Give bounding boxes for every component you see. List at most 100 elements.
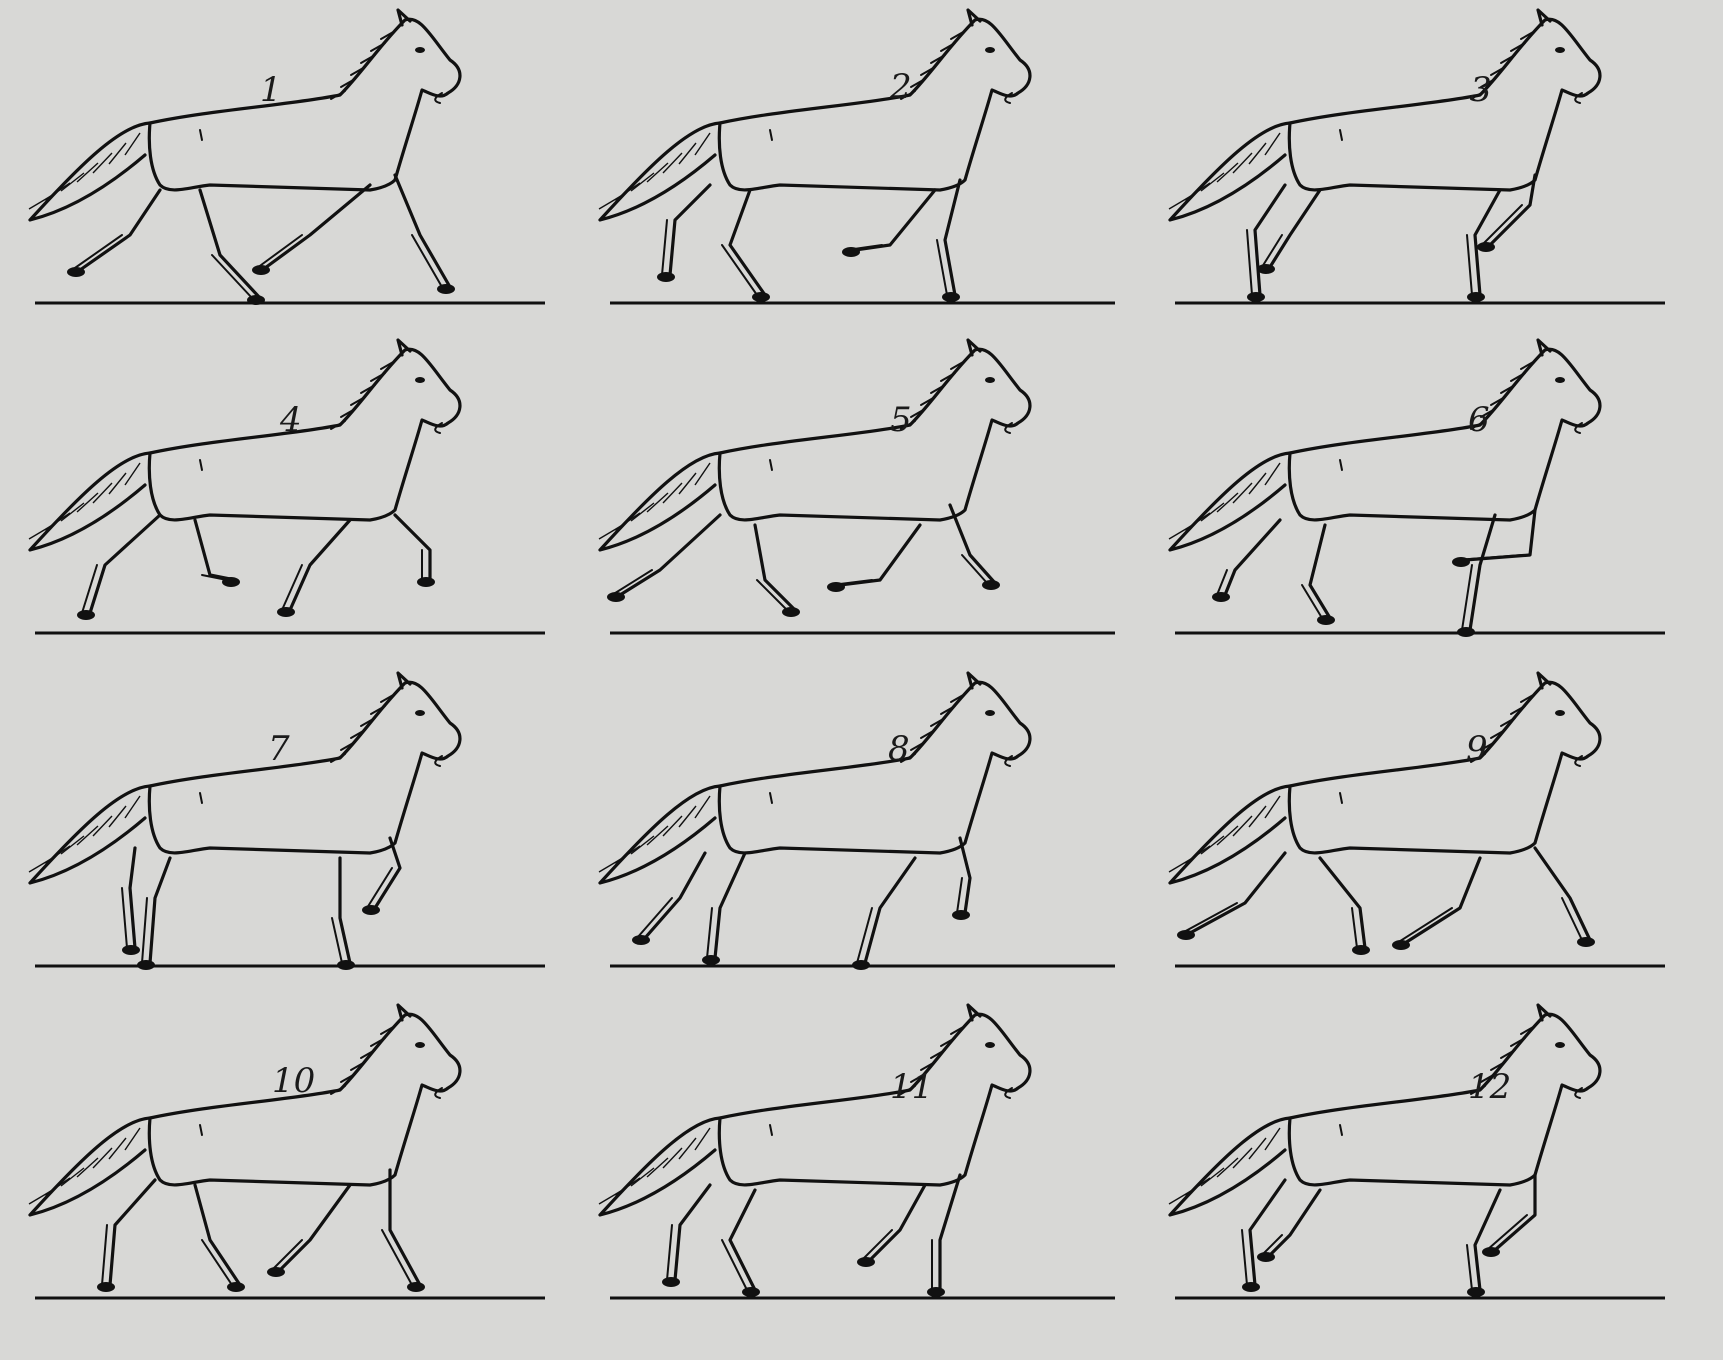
hind-leg (1268, 188, 1322, 269)
leg-back-contour (1246, 229, 1253, 296)
hind-leg (108, 1178, 157, 1287)
hoof (1457, 627, 1475, 637)
horse-mouth (1004, 92, 1013, 104)
figure-5: 5 (580, 335, 1140, 665)
leg-back-contour (381, 1229, 413, 1286)
hoof (1247, 292, 1265, 302)
horse-body (717, 17, 1032, 192)
hip-mark (1339, 129, 1343, 141)
figure-2: 2 (580, 5, 1140, 335)
fore-leg (373, 836, 402, 910)
fore-leg (863, 856, 917, 965)
hip-mark (199, 792, 203, 804)
fore-leg (388, 1168, 422, 1287)
hind-leg (668, 183, 712, 277)
hoof (927, 1287, 945, 1297)
hoof (1467, 1287, 1485, 1297)
leg-back-contour (256, 234, 303, 269)
fore-leg (263, 183, 372, 270)
leg-back-contour (201, 1239, 233, 1286)
fore-leg (853, 188, 937, 252)
leg-back-contour (1461, 564, 1473, 631)
figure-number: 10 (272, 1061, 316, 1101)
fore-leg (838, 523, 922, 587)
leg-back-contour (201, 574, 228, 581)
horse-body (1287, 347, 1602, 522)
horse-mouth (1574, 92, 1583, 104)
fore-leg (1473, 1188, 1502, 1292)
horse-tail (1168, 121, 1292, 222)
horse-drawing-8 (598, 671, 1115, 970)
horse-eye (1555, 1042, 1565, 1048)
fore-leg (278, 1183, 352, 1272)
horse-mane (900, 360, 966, 430)
leg-back-contour (281, 564, 303, 611)
hoof (122, 945, 140, 955)
horse-mane (1470, 1025, 1536, 1095)
leg-back-contour (1396, 907, 1453, 944)
fore-leg (1403, 856, 1482, 945)
figure-number: 7 (268, 729, 290, 769)
leg-back-contour (961, 554, 988, 584)
horse-mane (330, 693, 396, 763)
leg-back-contour (666, 1224, 673, 1281)
hoof (77, 610, 95, 620)
hind-leg (618, 513, 722, 597)
horse-eye (1555, 710, 1565, 716)
hind-leg (128, 846, 137, 950)
horse-ear (396, 8, 412, 27)
hind-leg (753, 523, 797, 612)
horse-mane (900, 30, 966, 100)
horse-ear (396, 1003, 412, 1022)
leg-back-contour (1561, 897, 1583, 941)
hind-leg (1223, 518, 1282, 597)
hoof (1477, 242, 1495, 252)
hoof (752, 292, 770, 302)
horse-drawing-5 (598, 338, 1115, 635)
horse-mane (330, 1025, 396, 1095)
hoof (857, 1257, 875, 1267)
hind-leg (728, 1188, 757, 1292)
horse-ear (1536, 1003, 1552, 1022)
horse-eye (985, 47, 995, 53)
leg-back-contour (706, 907, 713, 959)
hoof (227, 1282, 245, 1292)
figure-1: 1 (10, 5, 570, 335)
fore-leg (1473, 188, 1502, 297)
hoof (702, 955, 720, 965)
hind-leg (1253, 183, 1287, 297)
horse-tail (1168, 1116, 1292, 1217)
hind-leg (88, 513, 162, 615)
horse-body (147, 347, 462, 522)
horse-body (1287, 1012, 1602, 1187)
figure-11: 11 (580, 1000, 1140, 1330)
hoof (632, 935, 650, 945)
hoof (1242, 1282, 1260, 1292)
hip-mark (199, 129, 203, 141)
leg-back-contour (1466, 1244, 1473, 1291)
horse-ear (396, 338, 412, 357)
fore-leg (393, 513, 432, 582)
horse-mouth (1574, 1087, 1583, 1099)
hind-leg (78, 188, 162, 272)
hind-leg (148, 856, 172, 965)
figure-number: 11 (890, 1067, 934, 1107)
hoof (1257, 1252, 1275, 1262)
hoof (782, 607, 800, 617)
hoof (1452, 557, 1470, 567)
horse-mane (1470, 30, 1536, 100)
figure-number: 12 (1468, 1067, 1512, 1107)
figure-number: 9 (1466, 729, 1488, 769)
horse-eye (985, 1042, 995, 1048)
leg-back-contour (956, 877, 963, 914)
leg-back-contour (1216, 569, 1228, 596)
horse-tail (28, 1116, 152, 1217)
fore-leg (1488, 173, 1537, 247)
leg-back-contour (1301, 584, 1323, 619)
hoof (222, 577, 240, 587)
hind-leg (1318, 856, 1367, 950)
horse-body (717, 1012, 1032, 1187)
leg-back-contour (636, 897, 673, 939)
hoof (827, 582, 845, 592)
fore-leg (868, 1183, 927, 1262)
